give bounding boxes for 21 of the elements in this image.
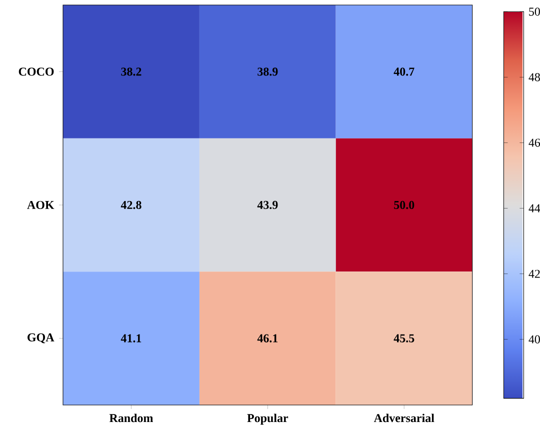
y-tick-label: GQA bbox=[28, 333, 54, 344]
color-bar-label: 46 bbox=[528, 138, 540, 147]
data-label: 38.9 bbox=[258, 68, 278, 76]
data-label: 45.5 bbox=[394, 334, 414, 342]
data-label: 43.9 bbox=[257, 200, 278, 210]
x-tick-label: Adversarial bbox=[374, 414, 434, 422]
y-tick-label: AOK bbox=[27, 200, 54, 210]
data-label: 38.2 bbox=[121, 68, 142, 76]
data-label: 40.7 bbox=[394, 68, 414, 76]
x-tick-label: Random bbox=[109, 414, 154, 422]
color-bar-label: 50 bbox=[529, 8, 540, 16]
x-tick-label: Popular bbox=[247, 414, 288, 425]
data-label: 42.8 bbox=[120, 200, 142, 210]
color-bar-label: 40 bbox=[528, 335, 540, 344]
color-bar-label: 42 bbox=[528, 270, 540, 278]
data-label: 50.0 bbox=[394, 200, 414, 210]
color-bar-label: 48 bbox=[528, 73, 540, 82]
color-bar-label: 44 bbox=[528, 204, 540, 212]
y-tick-label: COCO bbox=[18, 68, 54, 76]
data-label: 46.1 bbox=[257, 334, 278, 342]
data-label: 41.1 bbox=[120, 334, 142, 342]
